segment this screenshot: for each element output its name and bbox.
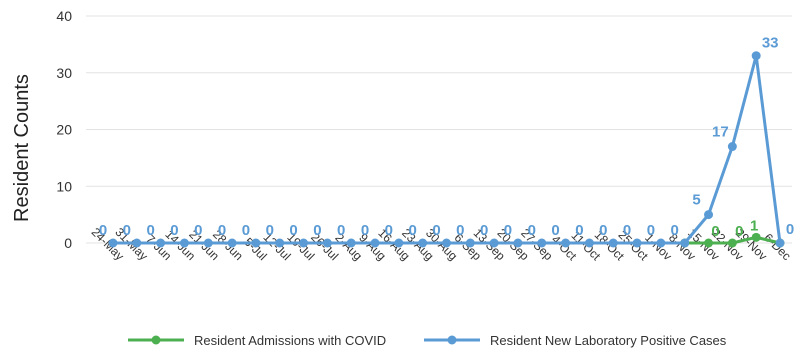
data-point	[299, 238, 309, 248]
data-point	[704, 238, 714, 248]
data-point	[775, 238, 785, 248]
data-label: 0	[313, 222, 321, 239]
data-label: 0	[218, 222, 226, 239]
data-point	[561, 238, 571, 248]
data-label: 0	[786, 221, 794, 238]
legend-swatch-marker	[447, 335, 457, 345]
y-tick-label: 40	[56, 8, 72, 24]
data-label: 17	[712, 124, 729, 141]
y-tick-label: 0	[64, 235, 72, 251]
data-point	[251, 238, 261, 248]
legend-label: Resident Admissions with COVID	[194, 333, 386, 348]
series-1	[108, 51, 785, 248]
data-label: 0	[599, 222, 607, 239]
data-point	[608, 238, 618, 248]
data-label: 0	[647, 222, 655, 239]
data-label: 0	[528, 222, 536, 239]
y-tick-label: 30	[56, 65, 72, 81]
data-label: 0	[289, 222, 297, 239]
y-axis-ticks: 0 10 20 30 40	[56, 8, 72, 251]
y-tick-label: 20	[56, 122, 72, 138]
data-point	[465, 238, 475, 248]
data-label: 0	[409, 222, 417, 239]
data-point	[275, 238, 285, 248]
data-point	[418, 238, 428, 248]
data-point	[751, 232, 761, 242]
data-label: 0	[337, 222, 345, 239]
data-point	[513, 238, 523, 248]
data-label: 0	[194, 222, 202, 239]
data-label: 0	[575, 222, 583, 239]
data-point	[203, 238, 213, 248]
data-point	[584, 238, 594, 248]
data-point	[156, 238, 166, 248]
data-point	[442, 238, 451, 248]
series	[108, 51, 785, 248]
data-label: 0	[361, 222, 369, 239]
legend-swatch-marker	[151, 335, 161, 345]
data-point	[537, 238, 547, 248]
data-label: 0	[385, 222, 393, 239]
series-line	[113, 54, 782, 245]
data-point	[132, 238, 142, 248]
data-label: 0	[735, 223, 743, 240]
y-tick-label: 10	[56, 178, 72, 194]
data-label: 1	[750, 217, 758, 234]
data-point	[179, 238, 189, 248]
data-label: 0	[146, 222, 154, 239]
data-label: 0	[480, 222, 488, 239]
data-label: 0	[99, 222, 107, 239]
data-label: 0	[711, 223, 719, 240]
data-point	[227, 238, 237, 248]
data-point	[489, 238, 499, 248]
y-axis-label: Resident Counts	[11, 74, 33, 222]
data-point	[727, 142, 737, 152]
data-label: 33	[762, 35, 779, 52]
data-point	[704, 210, 714, 220]
grid	[86, 15, 792, 244]
legend-item-0: Resident Admissions with COVID	[128, 333, 386, 348]
data-label: 0	[123, 222, 131, 239]
legend: Resident Admissions with COVID Resident N…	[128, 333, 727, 348]
data-label: 0	[266, 222, 274, 239]
data-point	[108, 238, 118, 248]
data-point	[727, 238, 737, 248]
data-label: 0	[242, 222, 250, 239]
legend-item-1: Resident New Laboratory Positive Cases	[424, 333, 727, 348]
data-label: 0	[623, 222, 631, 239]
legend-label: Resident New Laboratory Positive Cases	[490, 333, 727, 348]
data-label: 0	[551, 222, 559, 239]
data-point	[632, 238, 642, 248]
data-point	[322, 238, 332, 248]
data-label: 0	[504, 222, 512, 239]
data-label: 0	[432, 222, 440, 239]
data-point	[370, 238, 380, 248]
data-label: 0	[671, 222, 679, 239]
data-point	[656, 238, 666, 248]
data-point	[680, 238, 690, 248]
data-label: 0	[170, 222, 178, 239]
data-point	[394, 238, 404, 248]
data-label: 5	[692, 192, 700, 209]
data-label: 0	[456, 222, 464, 239]
data-point	[346, 238, 356, 248]
data-point	[751, 51, 761, 61]
